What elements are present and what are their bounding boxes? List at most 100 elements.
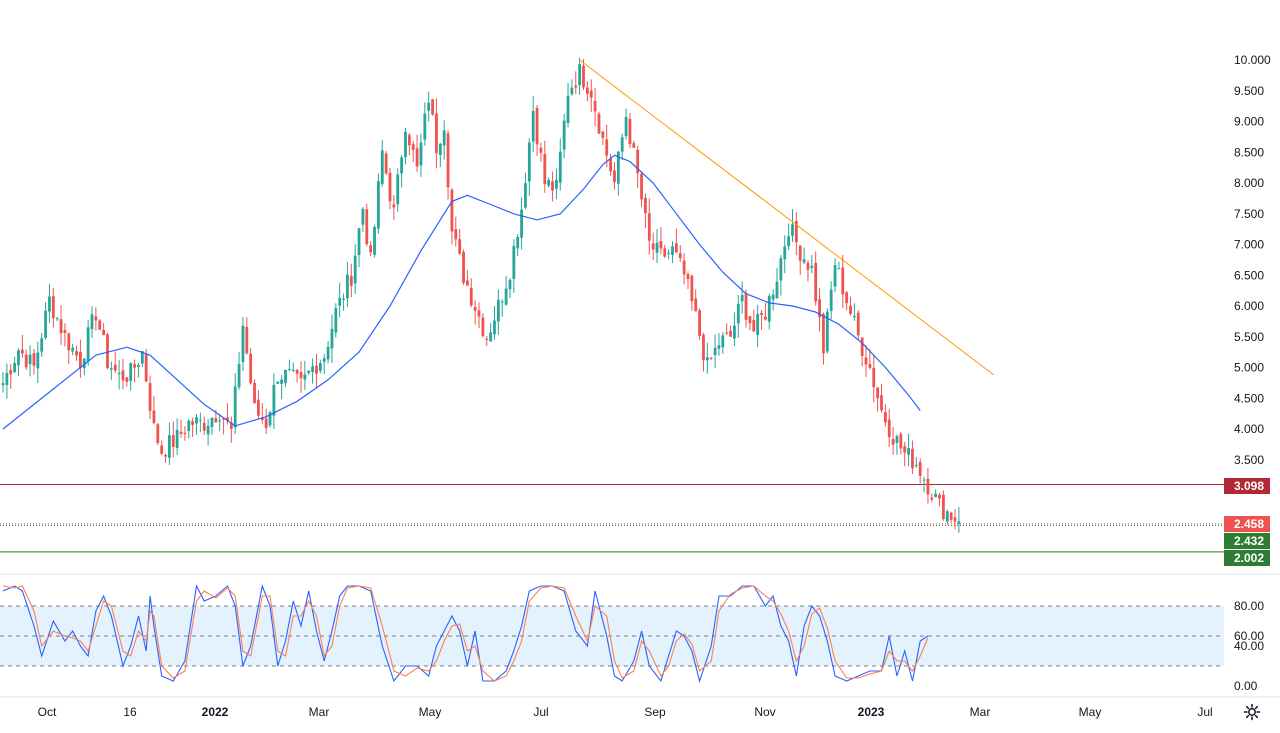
candle-body bbox=[191, 421, 195, 425]
candle-body bbox=[400, 157, 404, 174]
candle-body bbox=[589, 90, 593, 98]
candle-body bbox=[837, 268, 841, 270]
candle-body bbox=[667, 252, 671, 254]
candle-body bbox=[644, 197, 647, 214]
candle-body bbox=[276, 381, 280, 384]
candle-body bbox=[94, 316, 98, 321]
candle-body bbox=[117, 373, 121, 375]
candle-body bbox=[682, 260, 686, 275]
candle-body bbox=[63, 330, 67, 334]
candle-body bbox=[17, 350, 20, 366]
candle-body bbox=[605, 139, 609, 156]
candle-body bbox=[307, 370, 311, 373]
candle-body bbox=[527, 142, 531, 182]
candle-body bbox=[845, 292, 849, 304]
candle-body bbox=[431, 99, 434, 115]
candle-body bbox=[477, 310, 481, 317]
candle-body bbox=[520, 209, 523, 238]
candle-body bbox=[450, 189, 454, 232]
candle-body bbox=[585, 87, 589, 94]
candle-body bbox=[953, 517, 957, 522]
price-level-badge bbox=[1224, 516, 1270, 532]
candle-body bbox=[202, 422, 206, 431]
candle-body bbox=[616, 151, 620, 184]
candle-body bbox=[233, 386, 237, 428]
candle-body bbox=[315, 365, 318, 374]
candle-body bbox=[930, 497, 934, 500]
candle-body bbox=[651, 243, 655, 250]
candle-body bbox=[268, 412, 272, 426]
candle-body bbox=[562, 120, 566, 150]
candle-body bbox=[744, 293, 748, 320]
candle-body bbox=[1, 383, 5, 386]
candle-body bbox=[613, 170, 616, 183]
price-axis-tick-label: 6.000 bbox=[1234, 299, 1264, 313]
candle-body bbox=[504, 288, 508, 305]
candle-body bbox=[949, 512, 953, 520]
candle-body bbox=[137, 365, 140, 367]
candle-body bbox=[222, 418, 225, 420]
candle-body bbox=[171, 435, 175, 447]
candle-body bbox=[365, 209, 369, 245]
candle-body bbox=[686, 274, 690, 280]
candle-body bbox=[543, 154, 547, 185]
candle-body bbox=[411, 144, 415, 150]
candle-body bbox=[392, 204, 396, 208]
gear-icon bbox=[1243, 703, 1261, 721]
candle-body bbox=[539, 147, 543, 153]
candle-body bbox=[876, 387, 880, 399]
oscillator-d-line bbox=[2, 585, 929, 682]
candle-body bbox=[880, 395, 883, 411]
price-level-badge bbox=[1224, 550, 1270, 566]
time-axis-tick-label: Sep bbox=[644, 705, 666, 719]
candle-body bbox=[229, 422, 233, 429]
candle-body bbox=[148, 383, 152, 411]
candle-body bbox=[330, 328, 334, 349]
candle-body bbox=[833, 265, 837, 287]
candle-body bbox=[856, 312, 860, 336]
candle-body bbox=[20, 349, 24, 354]
time-axis-tick-label: May bbox=[419, 705, 442, 719]
candle-body bbox=[655, 242, 659, 253]
candle-body bbox=[763, 316, 767, 320]
candle-body bbox=[756, 313, 760, 335]
candle-body bbox=[462, 251, 465, 283]
candle-body bbox=[183, 432, 187, 434]
candle-body bbox=[407, 134, 411, 146]
price-axis-tick-label: 4.500 bbox=[1234, 391, 1264, 405]
candle-body bbox=[152, 410, 156, 424]
candle-body bbox=[98, 320, 102, 330]
candle-body bbox=[361, 208, 365, 225]
settings-button[interactable] bbox=[1240, 700, 1264, 724]
candle-body bbox=[883, 412, 887, 423]
price-axis-tick-label: 9.000 bbox=[1234, 115, 1264, 129]
candle-body bbox=[709, 357, 713, 359]
candle-body bbox=[574, 85, 578, 88]
candle-body bbox=[388, 172, 392, 202]
candle-body bbox=[628, 118, 632, 145]
candle-body bbox=[311, 366, 314, 372]
candle-body bbox=[914, 464, 918, 466]
candle-body bbox=[214, 418, 218, 423]
candle-body bbox=[802, 259, 806, 263]
candle-body bbox=[48, 296, 51, 312]
candle-body bbox=[36, 352, 40, 369]
candle-body bbox=[740, 295, 744, 302]
candle-body bbox=[945, 511, 949, 522]
candle-body bbox=[280, 379, 284, 384]
candle-body bbox=[957, 521, 961, 524]
time-axis-tick-label: 16 bbox=[123, 705, 137, 719]
candle-body bbox=[226, 417, 229, 422]
candle-body bbox=[690, 275, 694, 302]
price-level-badge bbox=[1224, 478, 1270, 494]
candle-body bbox=[698, 310, 701, 336]
candle-body bbox=[466, 280, 469, 286]
candle-body bbox=[291, 369, 295, 371]
candle-body bbox=[342, 298, 345, 300]
candle-body bbox=[9, 369, 13, 375]
candle-body bbox=[903, 446, 907, 453]
price-axis-tick-label: 3.500 bbox=[1234, 453, 1264, 467]
candle-body bbox=[79, 351, 82, 369]
